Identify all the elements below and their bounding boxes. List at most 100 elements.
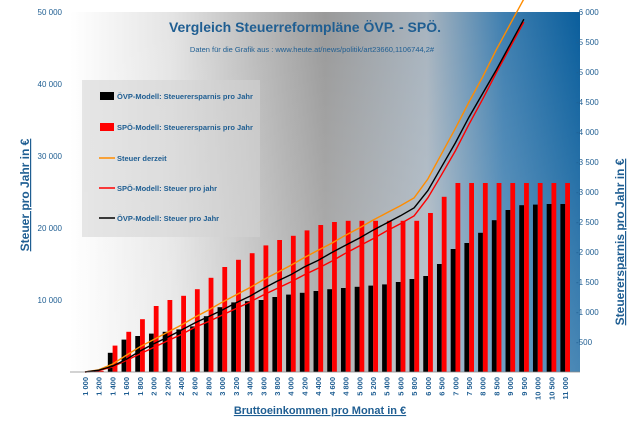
spoe-saving-bar [482,183,488,372]
y-left-tick-label: 50 000 [38,8,63,17]
oevp-saving-bar [340,288,346,372]
oevp-saving-bar [491,220,497,372]
oevp-saving-bar [162,331,168,372]
x-tick-label: 6 500 [438,377,447,396]
y-right-tick-label: -1 500 [576,278,599,287]
oevp-saving-bar [217,307,223,372]
y-right-tick-label: -3 500 [576,158,599,167]
oevp-saving-bar [272,297,278,372]
x-tick-label: 2 200 [163,377,172,396]
oevp-saving-bar [176,329,182,372]
x-tick-label: 10 000 [534,377,543,400]
oevp-saving-bar [135,336,141,372]
y-right-tick-label: -5 000 [576,68,599,77]
legend-current-tax-label: Steuer derzeit [117,154,167,163]
oevp-saving-bar [532,204,538,372]
x-tick-label: 11 000 [561,377,570,400]
x-tick-label: 5 800 [410,377,419,396]
x-tick-label: 5 200 [369,377,378,396]
y-left-tick-label: 40 000 [38,80,63,89]
spoe-saving-bar [263,245,269,372]
y-right-tick-label: -3 000 [576,188,599,197]
x-tick-label: 4 400 [314,377,323,396]
spoe-saving-bar [551,183,557,372]
x-tick-label: 5 600 [396,377,405,396]
oevp-saving-bar [395,282,401,372]
oevp-tax-line [84,18,525,373]
spoe-saving-bar [222,267,228,372]
y-right-tick-label: -1 000 [576,308,599,317]
spoe-saving-bar [359,220,365,372]
x-tick-label: 4 800 [342,377,351,396]
x-tick-label: 4 000 [287,377,296,396]
legend-oevp-saving-swatch [100,92,114,100]
x-tick-label: 3 000 [218,377,227,396]
y-right-tick-label: -4 000 [576,128,599,137]
oevp-saving-bar [519,205,525,372]
oevp-saving-bar [436,264,442,372]
y-right-tick-label: -4 500 [576,98,599,107]
spoe-saving-bar [318,225,324,372]
legend-oevp-saving-label: ÖVP-Modell: Steuerersparnis pro Jahr [117,92,253,101]
x-tick-label: 2 400 [177,377,186,396]
x-tick-label: 1 600 [122,377,131,396]
x-tick-label: 8 000 [479,377,488,396]
x-tick-label: 2 800 [204,377,213,396]
oevp-saving-bar [313,291,319,372]
oevp-saving-bar [286,294,291,372]
legend-spoe-saving-swatch [100,123,114,131]
oevp-saving-bar [299,292,305,372]
oevp-saving-bar [231,302,237,372]
spoe-saving-bar [537,183,543,372]
x-tick-label: 8 500 [492,377,501,396]
spoe-saving-bar [249,253,255,372]
oevp-saving-bar [478,232,483,372]
line-series [84,0,525,373]
x-tick-label: 2 000 [150,377,159,396]
y-left-tick-label: 20 000 [38,224,63,233]
spoe-saving-bar [496,183,502,372]
y-axis-left-label: Steuer pro Jahr in € [18,138,32,251]
spoe-saving-bar [194,289,200,372]
y-axis-right-ticks: -500 -1 000 -1 500 -2 000 -2 500 -3 000 -3 500… [576,8,599,347]
spoe-saving-bar [510,183,516,372]
x-tick-label: 3 600 [259,377,268,396]
x-tick-label: 9 000 [506,377,515,396]
spoe-saving-bar [524,183,529,372]
x-tick-label: 7 000 [451,377,460,396]
spoe-saving-bar [332,222,337,372]
current-tax-line [84,0,525,373]
y-right-tick-label: -6 000 [576,8,599,17]
x-axis-label: Bruttoeinkommen pro Monat in € [234,405,406,417]
spoe-saving-bar [414,220,420,372]
chart-subtitle: Daten für die Grafik aus : www.heute.at/… [190,45,435,54]
spoe-saving-bar [277,240,282,372]
oevp-saving-bar [560,204,566,372]
spoe-saving-bar [126,331,132,372]
x-tick-label: 5 400 [383,377,392,396]
oevp-saving-bar [450,249,456,372]
legend-oevp-tax-label: ÖVP-Modell: Steuer pro Jahr [117,214,219,223]
spoe-saving-bar [428,213,433,372]
x-tick-label: 1 800 [136,377,145,396]
spoe-saving-bar [345,220,351,372]
spoe-saving-bar [112,345,118,372]
bar-series [94,183,570,372]
y-left-tick-label: 30 000 [38,152,63,161]
x-tick-label: 3 200 [232,377,241,396]
spoe-saving-bar [455,183,461,372]
oevp-saving-bar [409,279,415,372]
spoe-saving-bar [236,259,241,372]
legend-spoe-tax-label: SPÖ-Modell: Steuer pro jahr [117,184,217,193]
x-tick-label: 5 000 [355,377,364,396]
x-tick-label: 3 400 [246,377,255,396]
legend: ÖVP-Modell: Steuerersparnis pro Jahr SPÖ-… [82,80,260,237]
x-axis-ticks: 1 000 1 200 1 400 1 600 1 800 2 000 2 200 2 400… [81,377,570,400]
chart-title: Vergleich Steuerreformpläne ÖVP. - SPÖ. [169,19,441,35]
oevp-saving-bar [546,204,552,372]
oevp-saving-bar [121,339,127,372]
oevp-saving-bar [368,285,374,372]
y-axis-right-label: Steuerersparnis pro Jahr in € [613,158,627,325]
spoe-tax-line [84,21,525,373]
